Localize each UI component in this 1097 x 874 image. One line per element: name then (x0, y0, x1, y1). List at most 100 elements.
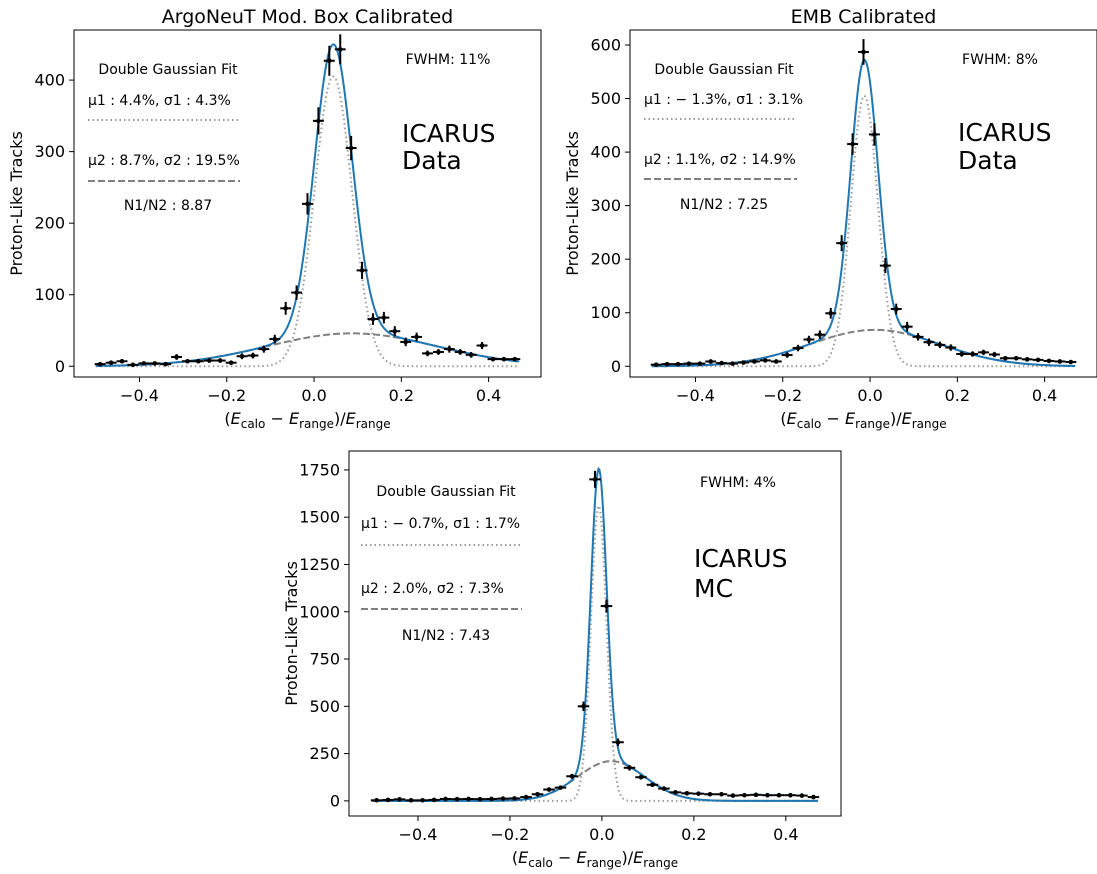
data-point (705, 359, 717, 364)
data-marker (141, 361, 147, 366)
data-point (658, 786, 670, 791)
data-marker (97, 361, 103, 367)
chart-panel-1: ArgoNeuT Mod. Box Calibrated−0.4 −0.2 0.0 0… (7, 6, 542, 431)
data-point (236, 353, 248, 360)
data-point (411, 332, 423, 342)
plot-frame (348, 450, 842, 817)
data-marker (675, 361, 681, 367)
data-point (646, 782, 659, 788)
ratio-label: N1/N2 : 7.25 (680, 197, 768, 213)
data-point (105, 360, 117, 365)
x-tick-label: 0.0 (301, 386, 326, 405)
data-marker (992, 352, 997, 357)
data-marker (719, 791, 724, 797)
x-tick-label: −0.4 (399, 825, 438, 844)
data-point (280, 301, 292, 315)
data-marker (163, 361, 168, 367)
y-axis-label: Proton-Like Tracks (282, 561, 301, 706)
component-2-label: μ2 : 1.1%, σ2 : 14.9% (644, 152, 796, 168)
data-marker (638, 774, 644, 780)
data-marker (615, 739, 621, 745)
data-point (956, 351, 968, 357)
x-axis-label-part: range (855, 417, 890, 431)
x-axis-label-part: E (633, 848, 644, 867)
data-point (923, 338, 935, 346)
data-marker (872, 132, 877, 137)
data-marker (392, 328, 398, 334)
data-marker (381, 315, 387, 320)
data-marker (788, 792, 793, 798)
data-point (149, 361, 161, 366)
y-tick-label: 500 (309, 697, 340, 716)
x-tick-label: −0.2 (763, 386, 802, 405)
data-point (443, 345, 455, 353)
data-marker (773, 359, 779, 364)
x-tick-label: −0.4 (676, 386, 715, 405)
x-axis-label-part: − (265, 409, 289, 428)
data-point (1054, 359, 1066, 364)
data-marker (250, 353, 256, 358)
data-marker (915, 334, 921, 340)
x-tick-label: 0.4 (1032, 386, 1057, 405)
x-axis-label-part: range (643, 856, 678, 870)
data-marker (753, 792, 759, 798)
x-axis-label-part: ( (780, 409, 786, 428)
data-marker (119, 358, 125, 364)
data-marker (948, 345, 954, 350)
data-point (868, 123, 880, 146)
x-axis-label-part: range (299, 417, 334, 431)
data-point (803, 335, 815, 344)
component-1-label: μ1 : 4.4%, σ1 : 4.3% (88, 93, 231, 109)
data-marker (457, 349, 463, 355)
data-point (999, 355, 1011, 361)
data-marker (806, 337, 812, 342)
data-marker (408, 798, 414, 803)
data-point (382, 797, 394, 803)
data-marker (431, 797, 437, 803)
data-point (692, 791, 705, 796)
fwhm-label: FWHM: 8% (962, 52, 1038, 68)
data-point (577, 701, 590, 712)
data-marker (742, 792, 747, 798)
data-marker (752, 359, 757, 364)
data-point (945, 344, 957, 351)
data-point (727, 793, 739, 798)
data-point (356, 261, 368, 279)
data-marker (1057, 359, 1063, 364)
data-point (825, 307, 837, 319)
data-point (462, 796, 475, 802)
data-marker (512, 796, 517, 801)
data-point (485, 796, 498, 802)
data-point (988, 351, 1000, 358)
data-point (792, 344, 804, 352)
data-marker (337, 47, 343, 52)
y-tick-label: 200 (34, 214, 65, 233)
data-point (498, 356, 510, 362)
data-marker (283, 306, 288, 311)
data-marker (239, 353, 245, 359)
data-point (302, 193, 313, 215)
data-marker (425, 351, 430, 356)
data-point (612, 738, 624, 747)
data-marker (500, 796, 506, 801)
data-point (171, 354, 183, 360)
data-point (847, 133, 859, 155)
fwhm-label: FWHM: 4% (700, 475, 776, 491)
x-axis-label-part: E (902, 409, 913, 428)
data-point (474, 796, 486, 802)
y-tick-label: 0 (330, 791, 340, 810)
dataset-tag-line: Data (402, 146, 462, 175)
data-marker (799, 793, 805, 798)
x-axis-label-part: E (787, 409, 798, 428)
data-point (694, 361, 706, 366)
x-axis-label-part: E (231, 409, 242, 428)
data-marker (174, 354, 179, 360)
chart-title: EMB Calibrated (791, 6, 937, 28)
data-marker (130, 362, 136, 368)
component-1-label: μ1 : − 1.3%, σ1 : 3.1% (644, 92, 803, 108)
data-marker (490, 356, 496, 362)
data-point (750, 792, 762, 798)
x-axis-label-part: ( (224, 409, 230, 428)
x-axis-label: (Ecalo − Erange)/Erange (224, 409, 390, 431)
